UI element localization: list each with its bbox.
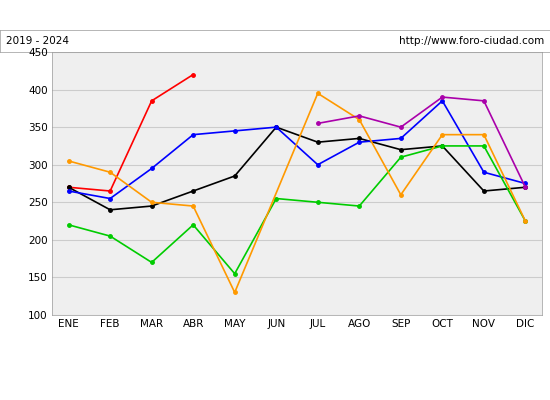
Text: Evolucion Nº Turistas Extranjeros en el municipio de Sallent: Evolucion Nº Turistas Extranjeros en el … — [76, 8, 474, 22]
Text: 2019 - 2024: 2019 - 2024 — [6, 36, 69, 46]
Text: http://www.foro-ciudad.com: http://www.foro-ciudad.com — [399, 36, 544, 46]
